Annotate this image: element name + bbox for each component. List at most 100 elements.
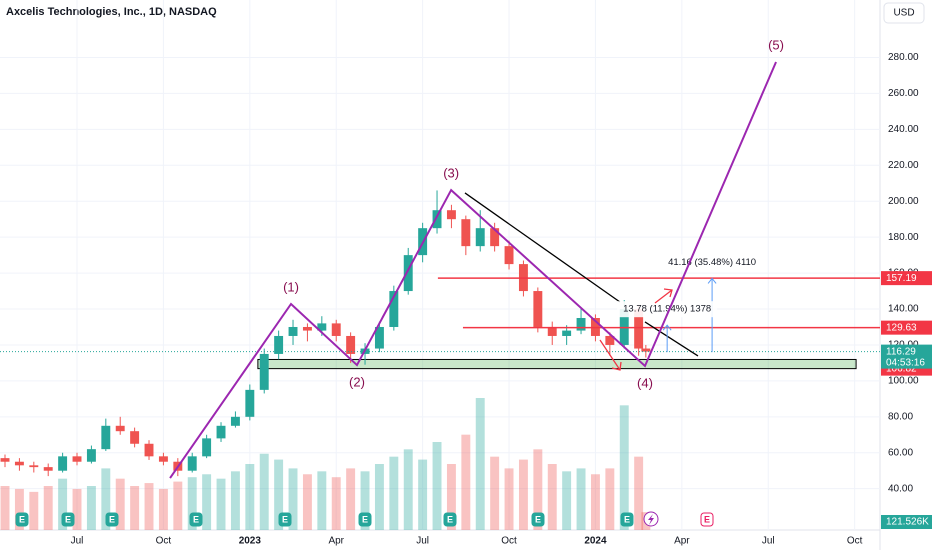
volume-bar [576,468,586,530]
earnings-label: E [109,514,115,524]
volume-bar [173,481,183,530]
earnings-marker [105,512,119,527]
volume-bar [187,477,197,530]
volume-bar [29,491,39,530]
volume-bar [590,474,600,530]
volume-bar [202,474,212,530]
volume-bar [418,459,428,530]
earnings-marker [358,512,372,527]
volume-bar [58,478,68,530]
volume-bar [446,464,456,530]
candle-body [274,335,284,354]
measure-arrow [707,277,717,284]
wave-label: (2) [349,375,365,390]
candle-body [29,465,39,468]
arrow [654,288,673,304]
candle-body [490,228,500,247]
candle-body [562,330,572,336]
candle-body [86,449,96,462]
earnings-marker [278,512,292,527]
y-tick-label: 40.00 [888,483,913,494]
volume-bar [216,478,226,530]
earnings-label: E [447,514,453,524]
volume-bar [619,405,629,530]
volume-bar [518,459,528,530]
volume-bar [317,471,327,530]
volume-bar [475,398,485,530]
lightning [648,514,654,525]
x-tick-label: Jul [416,536,429,547]
price-tag [881,320,932,335]
candle-body [187,456,197,471]
measure-arrow [662,324,672,331]
y-tick-label: 140.00 [888,304,919,315]
measure-label: 13.78 (11.94%) 1378 [623,304,711,315]
candle-body [259,353,269,390]
y-tick-label: 60.00 [888,447,913,458]
x-tick-label: Apr [674,536,690,547]
volume-bar [72,488,82,530]
volume-bar [0,486,10,530]
volume-bar [331,477,341,530]
measure-label: 41.16 (35.48%) 4110 [668,257,756,268]
support-zone [257,358,857,370]
price-tag-label: 106.82 [886,363,917,374]
candle-body [403,255,413,292]
earnings-label: E [362,514,368,524]
earnings-label: E [19,514,25,524]
candle-body [605,335,615,345]
volume-bar [230,471,240,530]
candle-body [533,291,543,327]
candle-body [144,443,154,457]
earnings-marker [443,512,457,527]
volume-bar [115,478,125,530]
price-tag-label: 116.29 [886,346,916,357]
volume-bar [86,486,96,530]
candle-body [331,323,341,336]
volume-bar [360,471,370,530]
candle-body [504,246,514,265]
chart-title: Axcelis Technologies, Inc., 1D, NASDAQ [6,6,217,18]
x-tick-label: 2024 [584,536,607,547]
y-tick-label: 100.00 [888,376,919,387]
y-tick-label: 260.00 [888,88,919,99]
candle-body [58,456,68,471]
volume-bar [374,464,384,530]
x-tick-label: 2023 [239,536,262,547]
volume-bar [346,468,356,530]
earnings-marker [189,512,203,527]
wave-label: (1) [283,279,299,294]
price-tag [881,344,932,369]
y-tick-label: 200.00 [888,196,919,207]
currency-button[interactable] [883,2,925,24]
measure-box [617,301,718,318]
volume-bar [504,468,514,530]
volume-bar [547,464,557,530]
candle-body [245,389,255,417]
candle-body [302,326,312,331]
candle-body [14,461,24,466]
volume-bar [533,449,543,530]
candle-body [446,210,456,220]
volume-bar [389,456,399,530]
countdown: 04:53:16 [886,357,925,368]
candle-body [0,458,10,462]
wave-label: (4) [637,375,653,390]
earnings-label: E [624,514,630,524]
volume-bar [144,483,154,530]
wave-label: (5) [768,37,784,52]
earnings-label: E [65,514,71,524]
currency[interactable]: USD [893,8,914,19]
volume-bar [274,459,284,530]
candle-body [374,326,384,349]
candle-body [43,467,53,471]
volume-bar [432,442,442,530]
x-tick-label: Oct [501,536,517,547]
volume-bar [101,468,111,530]
earnings-label: E [704,514,710,524]
candle-body [216,425,226,439]
candle-body [576,318,586,331]
x-tick-label: Jul [71,536,84,547]
price-tag-label: 129.63 [886,322,917,333]
